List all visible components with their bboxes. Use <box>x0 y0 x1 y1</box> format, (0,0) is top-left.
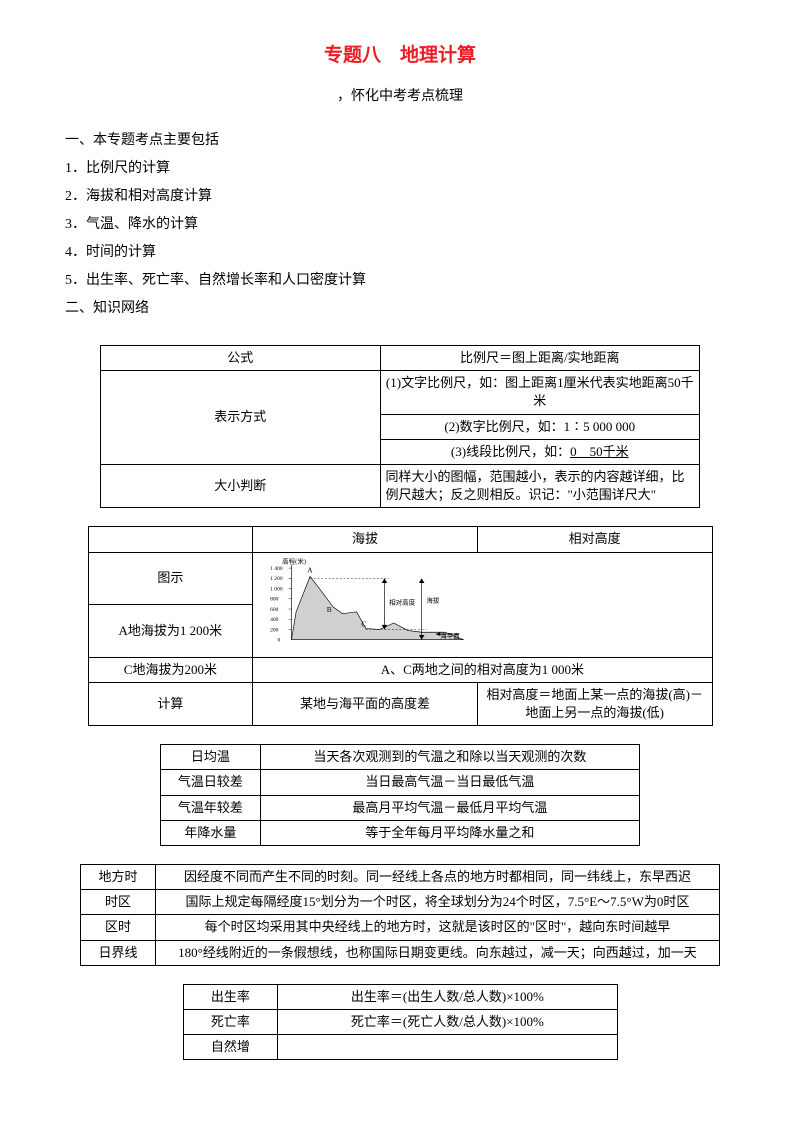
diagram-rel-label: 相对高度 <box>389 597 416 606</box>
section-outline: 一、本专题考点主要包括 1．比例尺的计算 2．海拔和相对高度计算 3．气温、降水… <box>65 127 735 323</box>
diagram-b: B <box>327 604 332 613</box>
cell-annual-range-label: 气温年较差 <box>161 795 261 820</box>
diagram-a: A <box>308 565 314 574</box>
time-table: 地方时 因经度不同而产生不同的时刻。同一经线上各点的地方时都相同，同一纬线上，东… <box>80 864 720 966</box>
cell-timezone-value: 国际上规定每隔经度15°划分为一个时区，将全球划分为24个时区，7.5°E～7.… <box>155 890 719 915</box>
cell-natural-label: 自然增 <box>183 1035 278 1060</box>
cell-calc-altitude: 某地与海平面的高度差 <box>253 682 478 725</box>
cell-dateline-label: 日界线 <box>81 940 156 965</box>
cell-formula-value: 比例尺＝图上距离/实地距离 <box>380 346 700 371</box>
cell-judgment-label: 大小判断 <box>101 464 381 507</box>
cell-zonetime-value: 每个时区均采用其中央经线上的地方时，这就是该时区的"区时"，越向东时间越早 <box>155 915 719 940</box>
cell-representation-label: 表示方式 <box>101 371 381 465</box>
cell-localtime-label: 地方时 <box>81 865 156 890</box>
line-scale-value: 0 50千米 <box>570 444 629 459</box>
diagram-sea-label: 海拔 <box>427 595 441 604</box>
diagram-y1200: 1 200 <box>270 576 283 582</box>
point-2: 2．海拔和相对高度计算 <box>65 183 735 211</box>
point-1: 1．比例尺的计算 <box>65 155 735 183</box>
cell-line-scale: (3)线段比例尺，如：0 50千米 <box>380 439 700 464</box>
cell-diagram-label: 图示 <box>88 552 253 605</box>
cell-text-scale: (1)文字比例尺，如：图上距离1厘米代表实地距离50千米 <box>380 371 700 414</box>
cell-daily-avg-label: 日均温 <box>161 745 261 770</box>
section1-header: 一、本专题考点主要包括 <box>65 127 735 155</box>
cell-altitude-header: 海拔 <box>253 527 478 552</box>
section2-header: 二、知识网络 <box>65 295 735 323</box>
diagram-y1400: 1 400 <box>270 565 283 571</box>
line-scale-prefix: (3)线段比例尺，如： <box>451 444 570 459</box>
page-subtitle: ，怀化中考考点梳理 <box>65 85 735 105</box>
cell-zonetime-label: 区时 <box>81 915 156 940</box>
cell-daily-range-label: 气温日较差 <box>161 770 261 795</box>
cell-blank <box>88 527 253 552</box>
elevation-table: 海拔 相对高度 图示 高程(米) 1 400 1 200 1 000 800 6… <box>88 526 713 726</box>
diagram-y200: 200 <box>270 627 279 633</box>
rate-table: 出生率 出生率＝(出生人数/总人数)×100% 死亡率 死亡率＝(死亡人数/总人… <box>183 984 618 1061</box>
cell-c-altitude: C地海拔为200米 <box>88 657 253 682</box>
diagram-c: C <box>361 619 366 628</box>
cell-dateline-value: 180°经线附近的一条假想线，也称国际日期变更线。向东越过，减一天；向西越过，加… <box>155 940 719 965</box>
diagram-y400: 400 <box>270 617 279 623</box>
cell-judgment-value: 同样大小的图幅，范围越小，表示的内容越详细，比例尺越大；反之则相反。识记："小范… <box>380 464 700 507</box>
cell-formula-label: 公式 <box>101 346 381 371</box>
cell-calc-relative: 相对高度＝地面上某一点的海拔(高)－地面上另一点的海拔(低) <box>477 682 712 725</box>
diagram-ylabel: 高程(米) <box>282 556 306 565</box>
cell-birthrate-label: 出生率 <box>183 984 278 1009</box>
cell-daily-avg-value: 当天各次观测到的气温之和除以当天观测的次数 <box>260 745 639 770</box>
cell-ac-relative: A、C两地之间的相对高度为1 000米 <box>253 657 712 682</box>
cell-deathrate-label: 死亡率 <box>183 1009 278 1034</box>
cell-a-altitude: A地海拔为1 200米 <box>88 605 253 658</box>
cell-natural-value <box>278 1035 617 1060</box>
temperature-table: 日均温 当天各次观测到的气温之和除以当天观测的次数 气温日较差 当日最高气温－当… <box>160 744 640 846</box>
cell-diagram: 高程(米) 1 400 1 200 1 000 800 600 400 200 … <box>253 552 712 657</box>
scale-table: 公式 比例尺＝图上距离/实地距离 表示方式 (1)文字比例尺，如：图上距离1厘米… <box>100 345 700 508</box>
cell-calc-label: 计算 <box>88 682 253 725</box>
diagram-y800: 800 <box>270 596 279 602</box>
point-5: 5．出生率、死亡率、自然增长率和人口密度计算 <box>65 267 735 295</box>
elevation-diagram: 高程(米) 1 400 1 200 1 000 800 600 400 200 … <box>258 556 706 649</box>
cell-annual-precip-value: 等于全年每月平均降水量之和 <box>260 820 639 845</box>
cell-localtime-value: 因经度不同而产生不同的时刻。同一经线上各点的地方时都相同，同一纬线上，东早西迟 <box>155 865 719 890</box>
page-title: 专题八 地理计算 <box>65 40 735 67</box>
cell-daily-range-value: 当日最高气温－当日最低气温 <box>260 770 639 795</box>
diagram-sealevel-label: 海平面 <box>441 630 461 639</box>
diagram-y1000: 1 000 <box>270 586 283 592</box>
diagram-y600: 600 <box>270 606 279 612</box>
cell-deathrate-value: 死亡率＝(死亡人数/总人数)×100% <box>278 1009 617 1034</box>
cell-timezone-label: 时区 <box>81 890 156 915</box>
cell-numeric-scale: (2)数字比例尺，如：1∶5 000 000 <box>380 414 700 439</box>
point-3: 3．气温、降水的计算 <box>65 211 735 239</box>
cell-relative-header: 相对高度 <box>477 527 712 552</box>
cell-annual-precip-label: 年降水量 <box>161 820 261 845</box>
point-4: 4．时间的计算 <box>65 239 735 267</box>
diagram-y0: 0 <box>278 637 281 643</box>
cell-birthrate-value: 出生率＝(出生人数/总人数)×100% <box>278 984 617 1009</box>
cell-annual-range-value: 最高月平均气温－最低月平均气温 <box>260 795 639 820</box>
